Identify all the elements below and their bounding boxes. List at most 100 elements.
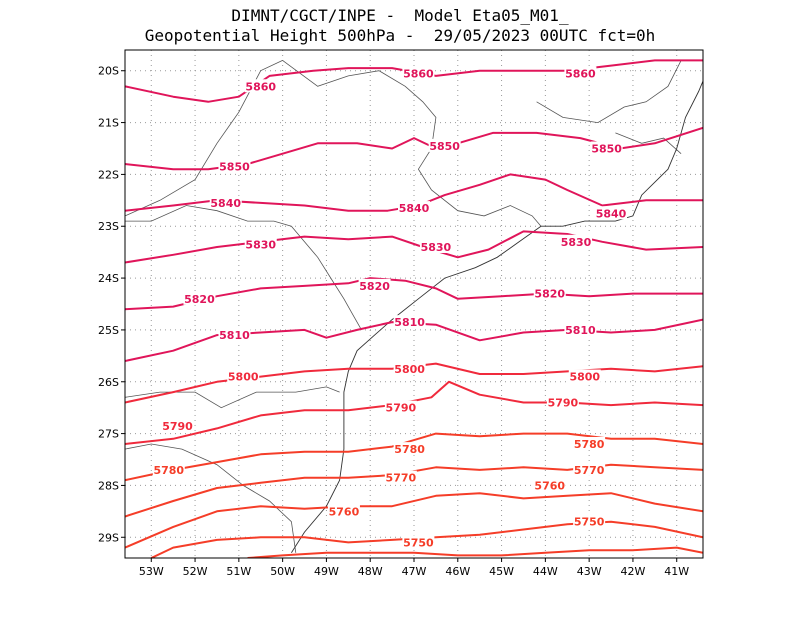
contour-label: 5860 — [245, 80, 276, 93]
contour-label-bg — [384, 400, 417, 414]
y-tick-label: 29S — [98, 531, 119, 544]
x-tick-label: 41W — [664, 565, 689, 578]
contour-5820 — [125, 277, 703, 311]
x-tick-label: 53W — [139, 565, 164, 578]
chart-title-line-2: Geopotential Height 500hPa - 29/05/2023 … — [144, 26, 656, 45]
x-tick-label: 50W — [270, 565, 295, 578]
contour-label-bg — [393, 442, 426, 456]
contour-label-bg — [573, 436, 606, 450]
contour-label-bg — [573, 462, 606, 476]
contour-label-bg — [546, 395, 579, 409]
contour-5790 — [125, 380, 703, 445]
y-tick-label: 24S — [98, 272, 119, 285]
contour-label: 5850 — [591, 142, 622, 155]
contour-label: 5750 — [403, 536, 434, 549]
state-border — [125, 443, 297, 553]
contour-label-bg — [398, 201, 430, 215]
contour-label: 5820 — [184, 293, 215, 306]
contour-label: 5780 — [574, 438, 605, 451]
contour-label: 5790 — [386, 402, 417, 415]
contour-5830 — [125, 230, 703, 264]
contour-label: 5750 — [574, 516, 605, 529]
contour-label-bg — [402, 535, 435, 549]
coastline — [541, 80, 703, 227]
contour-label-bg — [218, 159, 251, 173]
x-tick-label: 42W — [621, 565, 646, 578]
contour-label-bg — [533, 478, 566, 492]
x-tick-label: 47W — [402, 565, 427, 578]
contour-label: 5810 — [394, 316, 425, 329]
contour-label: 5800 — [228, 371, 259, 384]
contour-label: 5830 — [421, 241, 452, 254]
contour-label: 5830 — [245, 238, 276, 251]
contour-label: 5820 — [359, 280, 390, 293]
contour-label-bg — [218, 328, 251, 342]
contour-label: 5860 — [565, 67, 596, 80]
axes: 53W 52W 51W 50W 49W 48W 47W 46W 45W 44W 43W 42W 41W 2… — [98, 65, 689, 578]
contour-label-bg — [209, 195, 242, 209]
y-tick-label: 26S — [98, 376, 119, 389]
contour-label: 5780 — [394, 443, 425, 456]
contour-label: 5760 — [329, 505, 360, 518]
contour-label: 5860 — [403, 67, 434, 80]
contour-label-bg — [590, 141, 623, 155]
y-tick-label: 23S — [98, 220, 119, 233]
contour-labels: 5860 5860 5860 5850 5850 5850 5840 5840 5840 5830… — [152, 66, 628, 549]
x-tick-label: 43W — [577, 565, 602, 578]
contour-label: 5800 — [569, 371, 600, 384]
x-tick-label: 49W — [314, 565, 339, 578]
contour-label: 5840 — [596, 207, 627, 220]
contour-label: 5840 — [399, 202, 430, 215]
x-tick-label: 48W — [358, 565, 383, 578]
contour-label: 5760 — [534, 479, 565, 492]
contour-5860 — [125, 59, 703, 103]
contour-label: 5850 — [219, 161, 250, 174]
contour-5760 — [125, 492, 703, 549]
contour-label-bg — [384, 470, 417, 484]
y-tick-label: 20S — [98, 65, 119, 78]
contour-label-bg — [560, 234, 593, 248]
x-tick-label: 46W — [445, 565, 470, 578]
contour-label: 5790 — [548, 396, 579, 409]
contour-label-bg — [358, 278, 391, 292]
contour-label-bg — [152, 462, 185, 476]
contour-label: 5810 — [565, 324, 596, 337]
contour-label: 5770 — [386, 472, 417, 485]
contour-label: 5770 — [574, 464, 605, 477]
state-border — [125, 205, 362, 331]
y-tick-label: 25S — [98, 324, 119, 337]
x-tick-label: 44W — [533, 565, 558, 578]
contour-label: 5840 — [210, 197, 241, 210]
contour-label-bg — [568, 369, 601, 383]
contour-label-bg — [244, 79, 277, 93]
contour-label: 5780 — [153, 464, 184, 477]
y-tick-label: 28S — [98, 479, 119, 492]
state-border — [125, 60, 283, 217]
state-border — [615, 132, 682, 154]
contour-label-bg — [419, 239, 452, 253]
contour-label-bg — [227, 369, 260, 383]
contour-5740 — [247, 546, 703, 558]
contour-label: 5790 — [162, 420, 193, 433]
contour-label-bg — [183, 291, 216, 305]
contour-label: 5810 — [219, 329, 250, 342]
contour-label-bg — [595, 206, 628, 220]
contour-label-bg — [564, 66, 597, 80]
x-tick-label: 51W — [226, 565, 251, 578]
contour-label-bg — [573, 514, 606, 528]
contour-label-bg — [564, 322, 597, 336]
contour-label-bg — [244, 237, 277, 251]
contour-label: 5850 — [429, 140, 460, 153]
x-tick-label: 52W — [183, 565, 208, 578]
contour-label: 5820 — [534, 288, 565, 301]
contour-label-bg — [393, 315, 426, 329]
contour-label-bg — [327, 504, 360, 518]
y-tick-label: 27S — [98, 428, 119, 441]
coastline — [291, 225, 542, 554]
y-tick-label: 21S — [98, 117, 119, 130]
contour-label-bg — [428, 138, 461, 152]
state-border — [536, 60, 682, 124]
contour-label: 5830 — [561, 236, 592, 249]
state-border — [125, 386, 340, 409]
